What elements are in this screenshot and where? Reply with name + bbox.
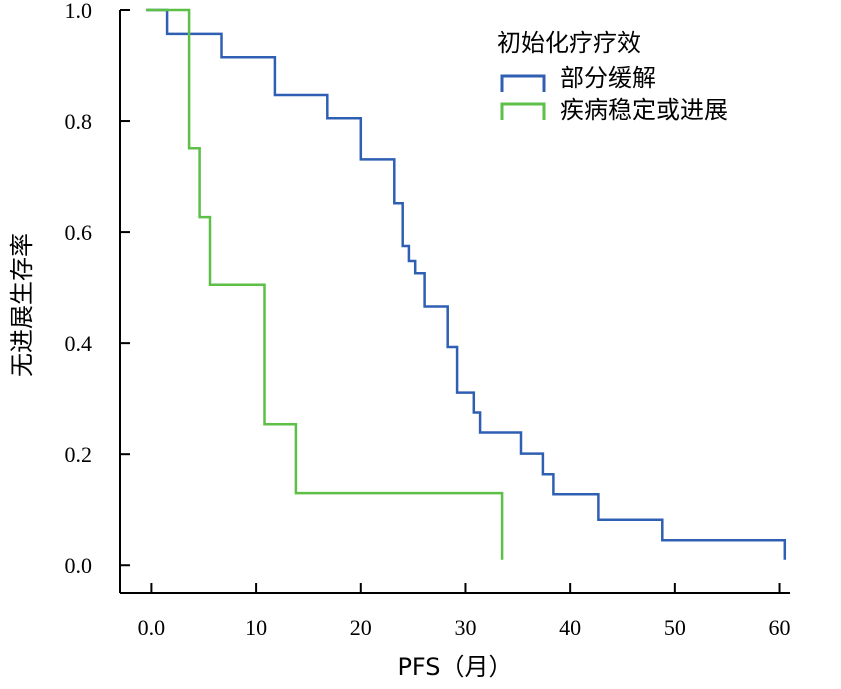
x-tick-label: 0.0 [138,615,166,640]
x-tick-label: 60 [769,615,791,640]
y-tick-label: 1.0 [65,0,93,23]
x-tick-label: 20 [350,615,372,640]
x-axis-label: PFS（月） [397,653,512,681]
y-tick-label: 0.2 [65,442,93,467]
legend-label-partial-response: 部分缓解 [560,64,656,92]
x-tick-label: 30 [454,615,476,640]
y-ticks: 0.0 0.2 0.4 0.6 0.8 1.0 [65,0,130,578]
series-line-0 [146,8,787,560]
legend: 初始化疗疗效 部分缓解 疾病稳定或进展 [497,29,728,124]
y-tick-label: 0.8 [65,109,93,134]
series-line-1 [146,8,504,560]
x-tick-label: 40 [559,615,581,640]
legend-title: 初始化疗疗效 [497,29,641,57]
y-tick-label: 0.4 [65,331,93,356]
legend-swatch-stable-or-progressive [500,102,546,120]
series-layer [146,8,787,560]
x-ticks: 0.0 10 20 30 40 50 60 [138,583,791,640]
x-tick-label: 10 [245,615,267,640]
x-tick-label: 50 [664,615,686,640]
axes [119,10,790,594]
legend-label-stable-or-progressive: 疾病稳定或进展 [560,96,728,124]
y-tick-label: 0.0 [65,553,93,578]
y-axis-label: 无进展生存率 [8,233,36,377]
y-tick-label: 0.6 [65,220,93,245]
legend-swatch-partial-response [500,74,546,92]
